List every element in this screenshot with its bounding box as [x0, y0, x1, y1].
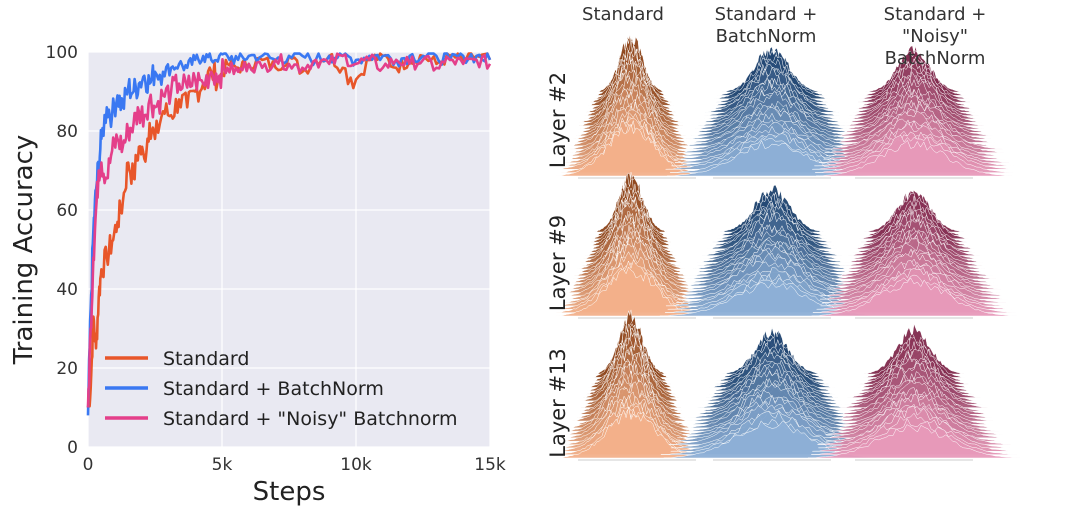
row-label-layer-13: Layer #13 — [546, 348, 571, 458]
y-tick-label: 20 — [56, 359, 78, 379]
x-tick-label: 10k — [340, 455, 372, 475]
row-label-layer-2: Layer #2 — [546, 71, 570, 169]
legend-label: Standard + "Noisy" Batchnorm — [163, 408, 457, 430]
ridge-layer — [811, 277, 1017, 317]
training-accuracy-chart: 0 20 40 60 80 100 0 5k 10k 15k Steps Training Accur… — [9, 43, 506, 507]
series-line-2 — [86, 52, 492, 408]
y-tick-label: 100 — [46, 43, 78, 63]
column-title-standard: Standard — [582, 4, 664, 25]
x-axis-label: Steps — [253, 477, 326, 507]
x-tick-label: 5k — [212, 455, 233, 475]
legend-label: Standard + BatchNorm — [163, 378, 384, 400]
y-tick-label: 0 — [67, 438, 78, 458]
y-axis-label: Training Accuracy — [9, 135, 39, 366]
plot-area — [88, 52, 490, 447]
y-tick-label: 40 — [56, 280, 78, 300]
x-tick-label: 15k — [474, 455, 506, 475]
column-title-batchnorm: Standard + BatchNorm — [714, 4, 818, 47]
ridge-layer — [815, 139, 1013, 177]
x-tick-label: 0 — [83, 455, 94, 475]
y-tick-label: 60 — [56, 201, 78, 221]
column-title-noisy-batchnorm: Standard + "Noisy" BatchNorm — [883, 4, 987, 69]
y-tick-label: 80 — [56, 122, 78, 142]
legend-label: Standard — [163, 348, 249, 370]
ridge-layer — [807, 424, 1021, 459]
row-label-layer-9: Layer #9 — [546, 214, 570, 312]
